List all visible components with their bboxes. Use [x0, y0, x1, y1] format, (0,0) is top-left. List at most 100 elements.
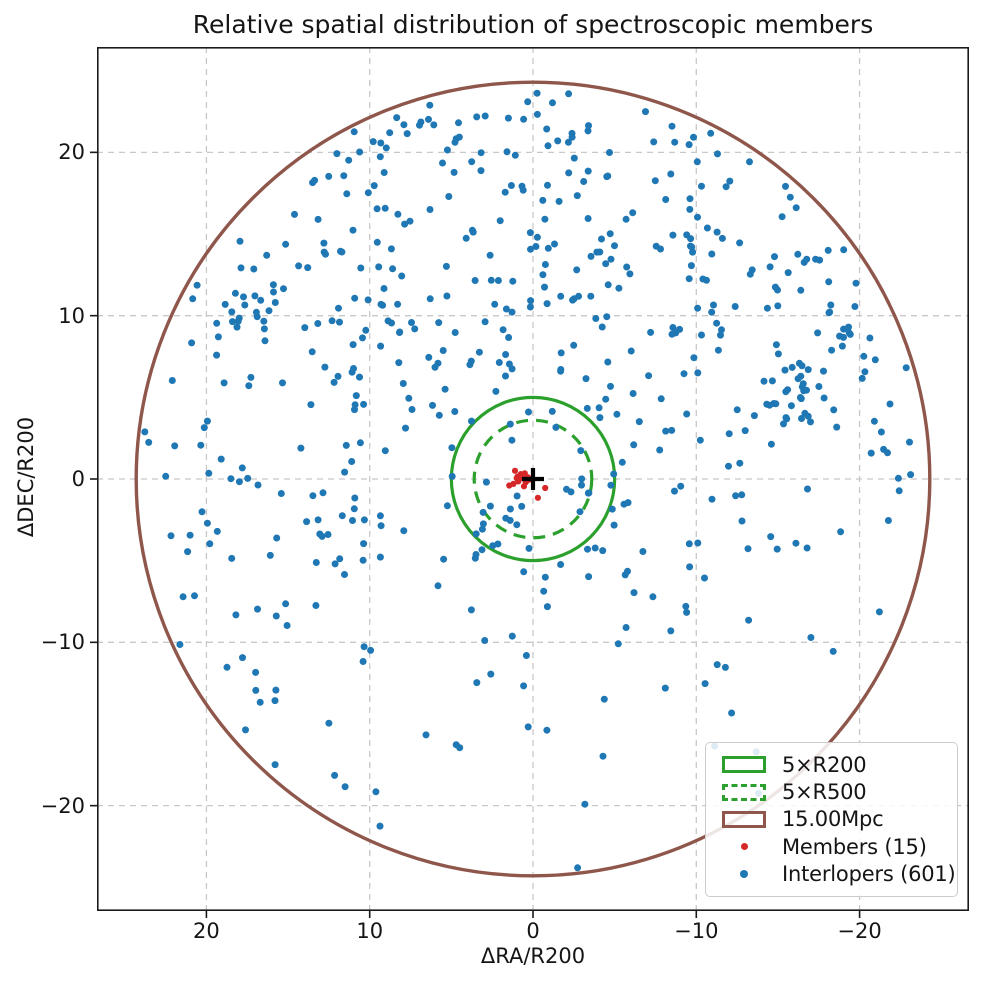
interloper-point — [448, 472, 456, 480]
interloper-point — [473, 113, 481, 121]
interloper-point — [651, 177, 659, 185]
interloper-point — [408, 319, 415, 326]
interloper-point — [814, 329, 822, 337]
interloper-point — [250, 265, 258, 273]
interloper-point — [539, 196, 547, 204]
interloper-point — [607, 382, 614, 390]
interloper-point — [213, 351, 221, 359]
interloper-point — [725, 462, 732, 470]
interloper-point — [360, 643, 368, 651]
interloper-point — [606, 230, 614, 238]
interloper-point — [629, 209, 637, 217]
interloper-point — [784, 269, 792, 277]
interloper-point — [220, 379, 228, 387]
interloper-point — [314, 516, 322, 524]
interloper-point — [375, 263, 383, 271]
interloper-point — [581, 800, 589, 808]
interloper-point — [448, 444, 456, 452]
interloper-point — [622, 215, 630, 223]
interloper-point — [312, 602, 320, 609]
interloper-point — [574, 864, 582, 872]
interloper-point — [376, 553, 384, 561]
legend-handle-interlopers-dot-icon — [740, 870, 748, 879]
interloper-point — [618, 458, 626, 466]
interloper-point — [352, 392, 360, 400]
interloper-point — [372, 788, 380, 796]
interloper-point — [481, 637, 489, 644]
interloper-point — [356, 439, 364, 447]
interloper-point — [906, 438, 913, 446]
legend-handle-15mpc-circle-icon — [722, 810, 766, 828]
interloper-point — [826, 308, 834, 316]
interloper-point — [694, 369, 702, 377]
interloper-point — [781, 366, 789, 374]
interloper-point — [778, 213, 786, 221]
interloper-point — [513, 521, 521, 529]
member-point — [542, 484, 549, 492]
interloper-point — [768, 377, 776, 385]
interloper-point — [236, 237, 244, 245]
interloper-point — [269, 281, 277, 289]
interloper-point — [406, 217, 414, 225]
interloper-point — [725, 430, 733, 438]
interloper-point — [408, 406, 416, 413]
interloper-point — [690, 354, 698, 362]
interloper-point — [351, 494, 359, 502]
interloper-point — [479, 520, 487, 528]
interloper-point — [708, 308, 716, 316]
interloper-point — [554, 137, 562, 145]
interloper-point — [687, 262, 695, 270]
interloper-point — [592, 315, 600, 322]
interloper-point — [402, 424, 409, 432]
interloper-point — [511, 151, 519, 159]
interloper-point — [380, 285, 388, 292]
interloper-point — [431, 363, 439, 371]
interloper-point — [527, 297, 535, 305]
interloper-point — [607, 255, 615, 263]
interloper-point — [439, 159, 446, 167]
interloper-point — [238, 464, 246, 472]
interloper-point — [341, 468, 349, 476]
interloper-point — [439, 347, 447, 354]
interloper-point — [701, 574, 708, 582]
y-tick-label: 20 — [58, 140, 85, 165]
interloper-point — [145, 438, 153, 446]
interloper-point — [718, 234, 726, 242]
interloper-point — [585, 573, 593, 581]
interloper-point — [833, 423, 841, 431]
interloper-point — [860, 352, 868, 360]
interloper-point — [320, 239, 328, 247]
interloper-point — [604, 172, 612, 180]
interloper-point — [798, 415, 805, 422]
axis-ticks — [90, 151, 861, 918]
interloper-point — [384, 317, 392, 325]
interloper-point — [502, 514, 510, 522]
interloper-point — [377, 300, 385, 308]
interloper-point — [494, 277, 502, 284]
interloper-point — [615, 284, 623, 292]
interloper-point — [884, 517, 892, 524]
interloper-point — [426, 206, 434, 213]
interloper-point — [304, 264, 312, 272]
interloper-point — [475, 348, 483, 356]
interloper-point — [639, 548, 647, 555]
interloper-point — [443, 146, 451, 154]
interloper-point — [468, 417, 475, 425]
interloper-point — [254, 481, 262, 489]
interloper-point — [271, 697, 279, 705]
interloper-point — [231, 289, 239, 297]
interloper-point — [254, 605, 261, 613]
interloper-point — [496, 217, 504, 225]
interloper-point — [303, 518, 311, 526]
interloper-point — [324, 531, 332, 538]
interloper-point — [508, 365, 516, 373]
interloper-point — [858, 374, 866, 382]
interloper-point — [364, 189, 372, 197]
interloper-point — [206, 540, 214, 548]
interloper-point — [623, 263, 631, 271]
interloper-point — [570, 154, 578, 162]
interloper-point — [630, 441, 638, 449]
interloper-point — [386, 129, 394, 137]
interloper-point — [627, 347, 635, 355]
interloper-point — [763, 304, 771, 312]
